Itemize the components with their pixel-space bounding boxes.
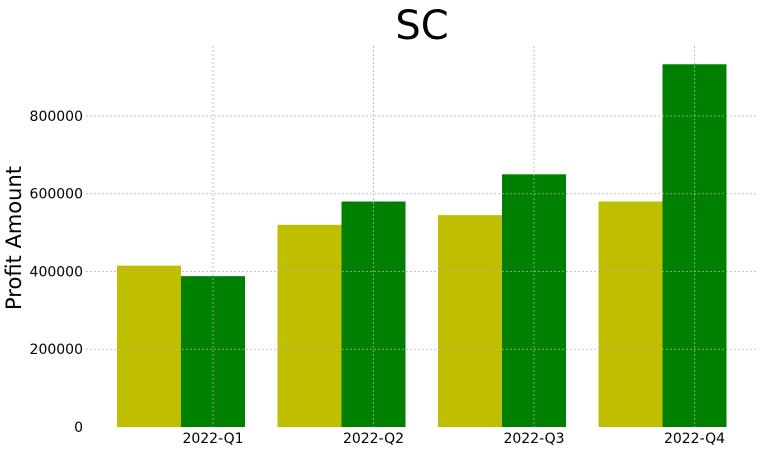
y-tick-label: 0 (74, 420, 83, 436)
bar (117, 265, 181, 427)
x-tick-label: 2022-Q2 (343, 431, 404, 447)
x-tick-labels: 2022-Q1 2022-Q2 2022-Q3 2022-Q4 (182, 431, 725, 447)
x-tick-label: 2022-Q4 (664, 431, 725, 447)
bar (502, 174, 566, 427)
y-tick-label: 600000 (30, 187, 83, 203)
y-tick-labels: 0 200000 400000 600000 800000 (30, 109, 83, 436)
y-tick-label: 800000 (30, 109, 83, 125)
x-tick-label: 2022-Q1 (182, 431, 243, 447)
y-axis-label: Profit Amount (2, 166, 26, 310)
y-tick-label: 400000 (30, 264, 83, 280)
bars (117, 64, 727, 427)
bar (438, 215, 502, 427)
gridlines (86, 46, 756, 427)
bar (598, 201, 663, 427)
x-tick-label: 2022-Q3 (503, 431, 564, 447)
y-tick-label: 200000 (30, 342, 83, 358)
chart-title: SC (395, 3, 448, 49)
bar (277, 224, 342, 427)
